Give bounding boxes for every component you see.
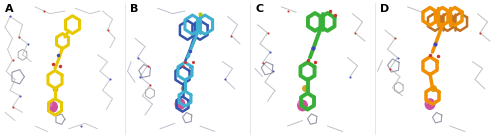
Circle shape (425, 99, 435, 109)
Text: A: A (5, 4, 14, 14)
Circle shape (426, 99, 429, 103)
Circle shape (176, 99, 185, 109)
Text: C: C (255, 4, 263, 14)
Circle shape (48, 102, 57, 112)
Circle shape (298, 100, 307, 111)
Circle shape (176, 99, 179, 103)
Text: B: B (130, 4, 138, 14)
Text: D: D (380, 4, 389, 14)
Circle shape (48, 102, 52, 106)
Circle shape (298, 101, 302, 105)
